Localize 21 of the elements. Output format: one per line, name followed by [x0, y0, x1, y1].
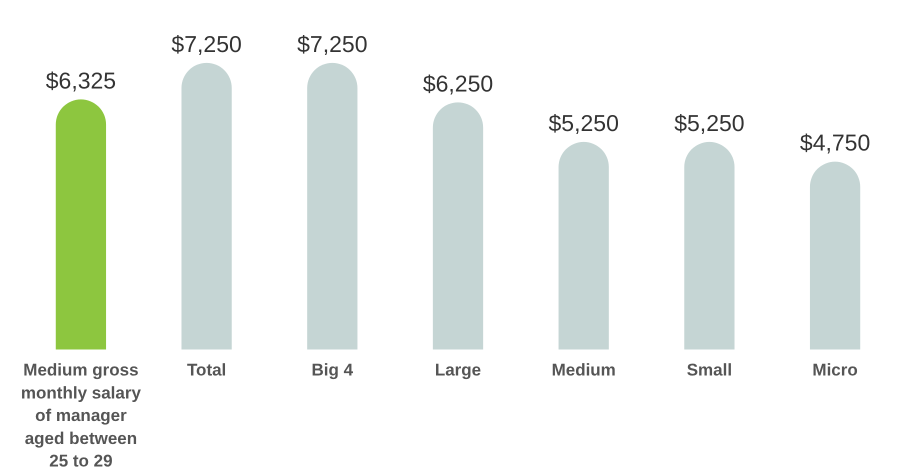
data-label: $5,250 — [548, 110, 619, 136]
bar — [56, 99, 106, 350]
data-label: $5,250 — [674, 110, 745, 136]
bar — [558, 142, 609, 350]
data-label: $6,325 — [46, 67, 116, 94]
x-tick-label: Large — [434, 360, 482, 380]
bar — [307, 62, 358, 350]
x-tick-label: Small — [686, 360, 732, 380]
x-tick-label: Total — [186, 360, 226, 380]
bar — [432, 102, 484, 350]
x-tick-label: Medium gross monthly salary of manager aged between 25 to 29 — [20, 360, 142, 471]
bar — [810, 162, 860, 350]
bar — [684, 142, 735, 350]
bar — [181, 62, 232, 350]
data-label: $7,250 — [297, 30, 368, 57]
x-tick-label: Micro — [812, 360, 858, 380]
data-label: $4,750 — [800, 130, 870, 156]
x-tick-label: Big 4 — [312, 360, 354, 380]
data-label: $6,250 — [422, 70, 494, 96]
data-label: $7,250 — [171, 30, 242, 57]
x-tick-label: Medium — [552, 360, 616, 380]
